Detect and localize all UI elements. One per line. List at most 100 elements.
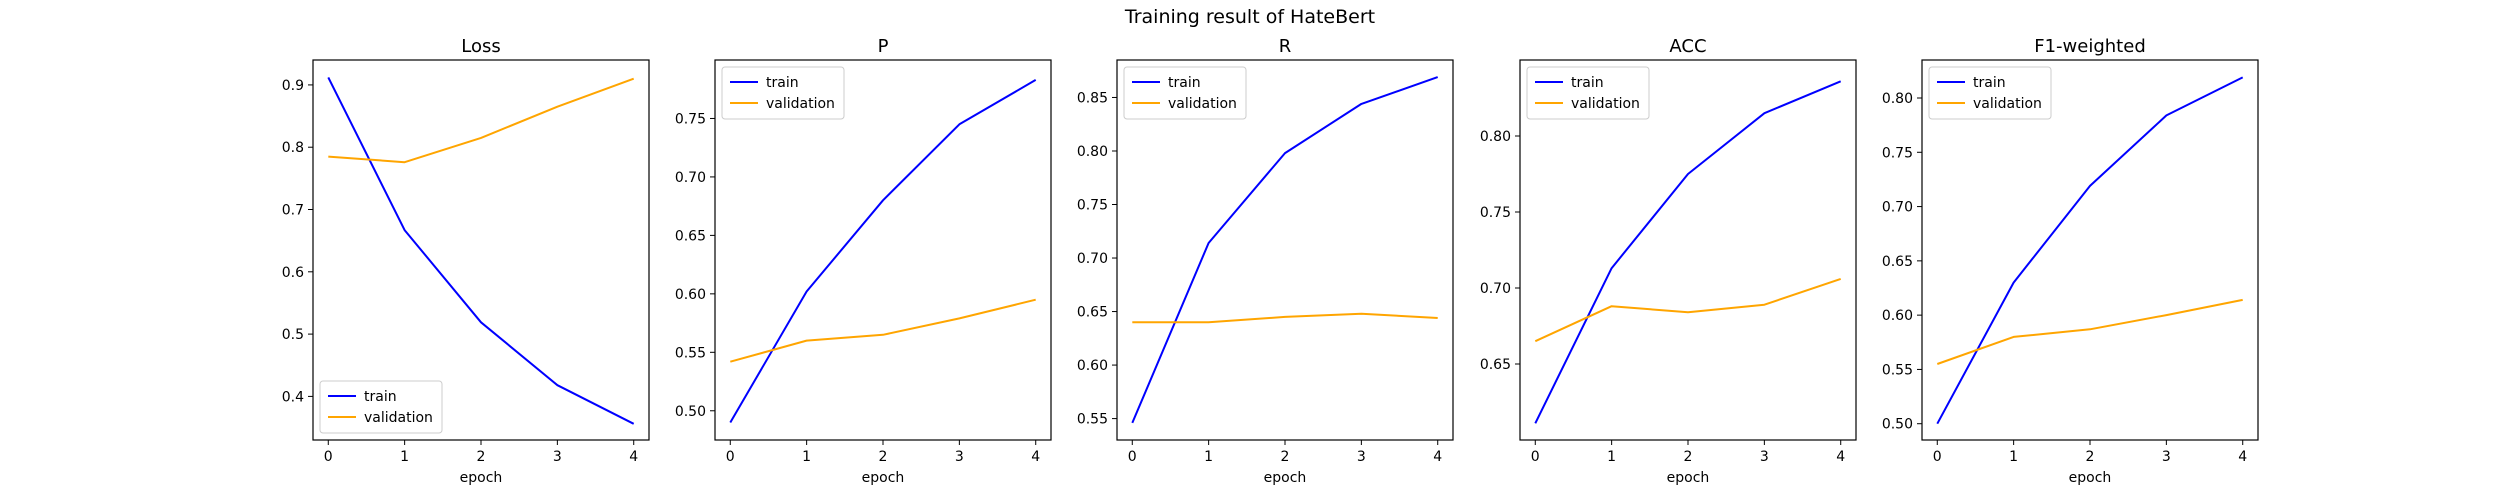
x-tick-label: 1 bbox=[1607, 449, 1616, 465]
axes-frame bbox=[1116, 59, 1454, 441]
legend-label: validation bbox=[364, 410, 433, 426]
subplot-p: P 0 1 2 3 4 0.50 0.55 0.60 0.65 0.70 0.75 epoch train… bbox=[675, 36, 1052, 486]
y-tick-label: 0.55 bbox=[675, 345, 706, 361]
x-tick-label: 1 bbox=[400, 449, 409, 465]
y-tick-label: 0.75 bbox=[675, 111, 706, 127]
legend: train validation bbox=[1526, 66, 1650, 120]
legend-label: validation bbox=[766, 96, 835, 112]
series-line-validation bbox=[730, 298, 1036, 363]
x-tick-label: 2 bbox=[879, 449, 888, 465]
y-tick-label: 0.55 bbox=[1077, 412, 1108, 428]
y-tick-label: 0.70 bbox=[1480, 281, 1511, 297]
y-tick-label: 0.70 bbox=[1882, 200, 1913, 216]
y-tick-label: 0.65 bbox=[1480, 357, 1511, 373]
y-tick-label: 0.5 bbox=[282, 327, 304, 343]
legend-label: train bbox=[1973, 75, 2006, 91]
series-line-validation bbox=[1534, 277, 1842, 343]
x-tick-label: 2 bbox=[1281, 449, 1290, 465]
y-tick-label: 0.65 bbox=[675, 228, 706, 244]
x-tick-label: 3 bbox=[955, 449, 964, 465]
x-tick-label: 3 bbox=[1760, 449, 1769, 465]
subplot-loss: Loss 0 1 2 3 4 0.4 0.5 0.6 0.7 0.8 0.9 epoch train val… bbox=[282, 36, 650, 486]
legend: train validation bbox=[319, 380, 443, 434]
y-tick-label: 0.4 bbox=[282, 389, 304, 405]
legend: train validation bbox=[721, 66, 845, 120]
y-tick-label: 0.75 bbox=[1882, 145, 1913, 161]
legend-label: train bbox=[1168, 75, 1201, 91]
x-tick-label: 3 bbox=[1357, 449, 1366, 465]
series-line-validation bbox=[328, 77, 635, 164]
x-tick-label: 0 bbox=[324, 449, 333, 465]
axes-frame bbox=[1519, 59, 1857, 441]
x-tick-label: 0 bbox=[726, 449, 735, 465]
y-tick-label: 0.70 bbox=[1077, 251, 1108, 267]
y-tick-label: 0.70 bbox=[675, 170, 706, 186]
y-tick-label: 0.6 bbox=[282, 265, 304, 281]
y-tick-label: 0.60 bbox=[1077, 358, 1108, 374]
x-tick-label: 1 bbox=[802, 449, 811, 465]
series-line-train bbox=[729, 79, 1037, 424]
y-tick-label: 0.8 bbox=[282, 140, 304, 156]
subplot-f1-weighted: F1-weighted 0 1 2 3 4 0.50 0.55 0.60 0.65 0.70 0.75… bbox=[1882, 36, 2259, 486]
y-tick-label: 0.9 bbox=[282, 78, 304, 94]
y-tick-label: 0.75 bbox=[1077, 198, 1108, 214]
subplot-title: ACC bbox=[1669, 36, 1706, 57]
y-tick-label: 0.65 bbox=[1882, 254, 1913, 270]
series-line-train bbox=[1131, 76, 1439, 424]
x-axis-label: epoch bbox=[460, 470, 503, 486]
x-tick-label: 4 bbox=[1836, 449, 1845, 465]
y-tick-label: 0.85 bbox=[1077, 90, 1108, 106]
legend-label: validation bbox=[1168, 96, 1237, 112]
x-tick-label: 2 bbox=[2086, 449, 2095, 465]
x-axis-label: epoch bbox=[2069, 470, 2112, 486]
subplot-title: Loss bbox=[461, 36, 500, 57]
x-tick-label: 4 bbox=[1433, 449, 1442, 465]
legend-label: validation bbox=[1571, 96, 1640, 112]
x-tick-label: 4 bbox=[1031, 449, 1040, 465]
x-axis-label: epoch bbox=[862, 470, 905, 486]
legend-label: validation bbox=[1973, 96, 2042, 112]
x-tick-label: 0 bbox=[1933, 449, 1942, 465]
series-line-validation bbox=[1936, 298, 2243, 365]
legend-label: train bbox=[1571, 75, 1604, 91]
x-axis-label: epoch bbox=[1667, 470, 1710, 486]
legend-box bbox=[319, 380, 443, 434]
y-tick-label: 0.55 bbox=[1882, 362, 1913, 378]
series-line-validation bbox=[1132, 312, 1438, 324]
x-tick-label: 2 bbox=[477, 449, 486, 465]
axes-frame bbox=[714, 59, 1052, 441]
legend: train validation bbox=[1123, 66, 1247, 120]
series-line-train bbox=[1936, 76, 2244, 425]
y-tick-label: 0.50 bbox=[675, 404, 706, 420]
y-tick-label: 0.75 bbox=[1480, 205, 1511, 221]
x-axis-label: epoch bbox=[1264, 470, 1307, 486]
y-tick-label: 0.60 bbox=[675, 287, 706, 303]
figure-title: Training result of HateBert bbox=[1124, 6, 1376, 28]
y-tick-label: 0.80 bbox=[1480, 129, 1511, 145]
axes-frame bbox=[312, 59, 650, 441]
subplot-acc: ACC 0 1 2 3 4 0.65 0.70 0.75 0.80 epoch train valida… bbox=[1480, 36, 1857, 486]
legend-label: train bbox=[766, 75, 799, 91]
y-tick-label: 0.65 bbox=[1077, 305, 1108, 321]
subplot-title: P bbox=[878, 36, 889, 57]
legend-box bbox=[1526, 66, 1650, 120]
subplot-title: F1-weighted bbox=[2034, 36, 2146, 57]
x-tick-label: 0 bbox=[1128, 449, 1137, 465]
legend-box bbox=[1928, 66, 2052, 120]
x-tick-label: 4 bbox=[629, 449, 638, 465]
y-tick-label: 0.60 bbox=[1882, 308, 1913, 324]
legend-box bbox=[1123, 66, 1247, 120]
x-tick-label: 2 bbox=[1684, 449, 1693, 465]
x-tick-label: 1 bbox=[1204, 449, 1213, 465]
x-tick-label: 4 bbox=[2238, 449, 2247, 465]
y-tick-label: 0.80 bbox=[1882, 91, 1913, 107]
axes-frame bbox=[1921, 59, 2259, 441]
y-tick-label: 0.80 bbox=[1077, 144, 1108, 160]
y-tick-label: 0.7 bbox=[282, 203, 304, 219]
x-tick-label: 3 bbox=[2162, 449, 2171, 465]
legend: train validation bbox=[1928, 66, 2052, 120]
subplot-title: R bbox=[1279, 36, 1292, 57]
subplot-r: R 0 1 2 3 4 0.55 0.60 0.65 0.70 0.75 0.80 0.85 epoch t… bbox=[1077, 36, 1454, 486]
